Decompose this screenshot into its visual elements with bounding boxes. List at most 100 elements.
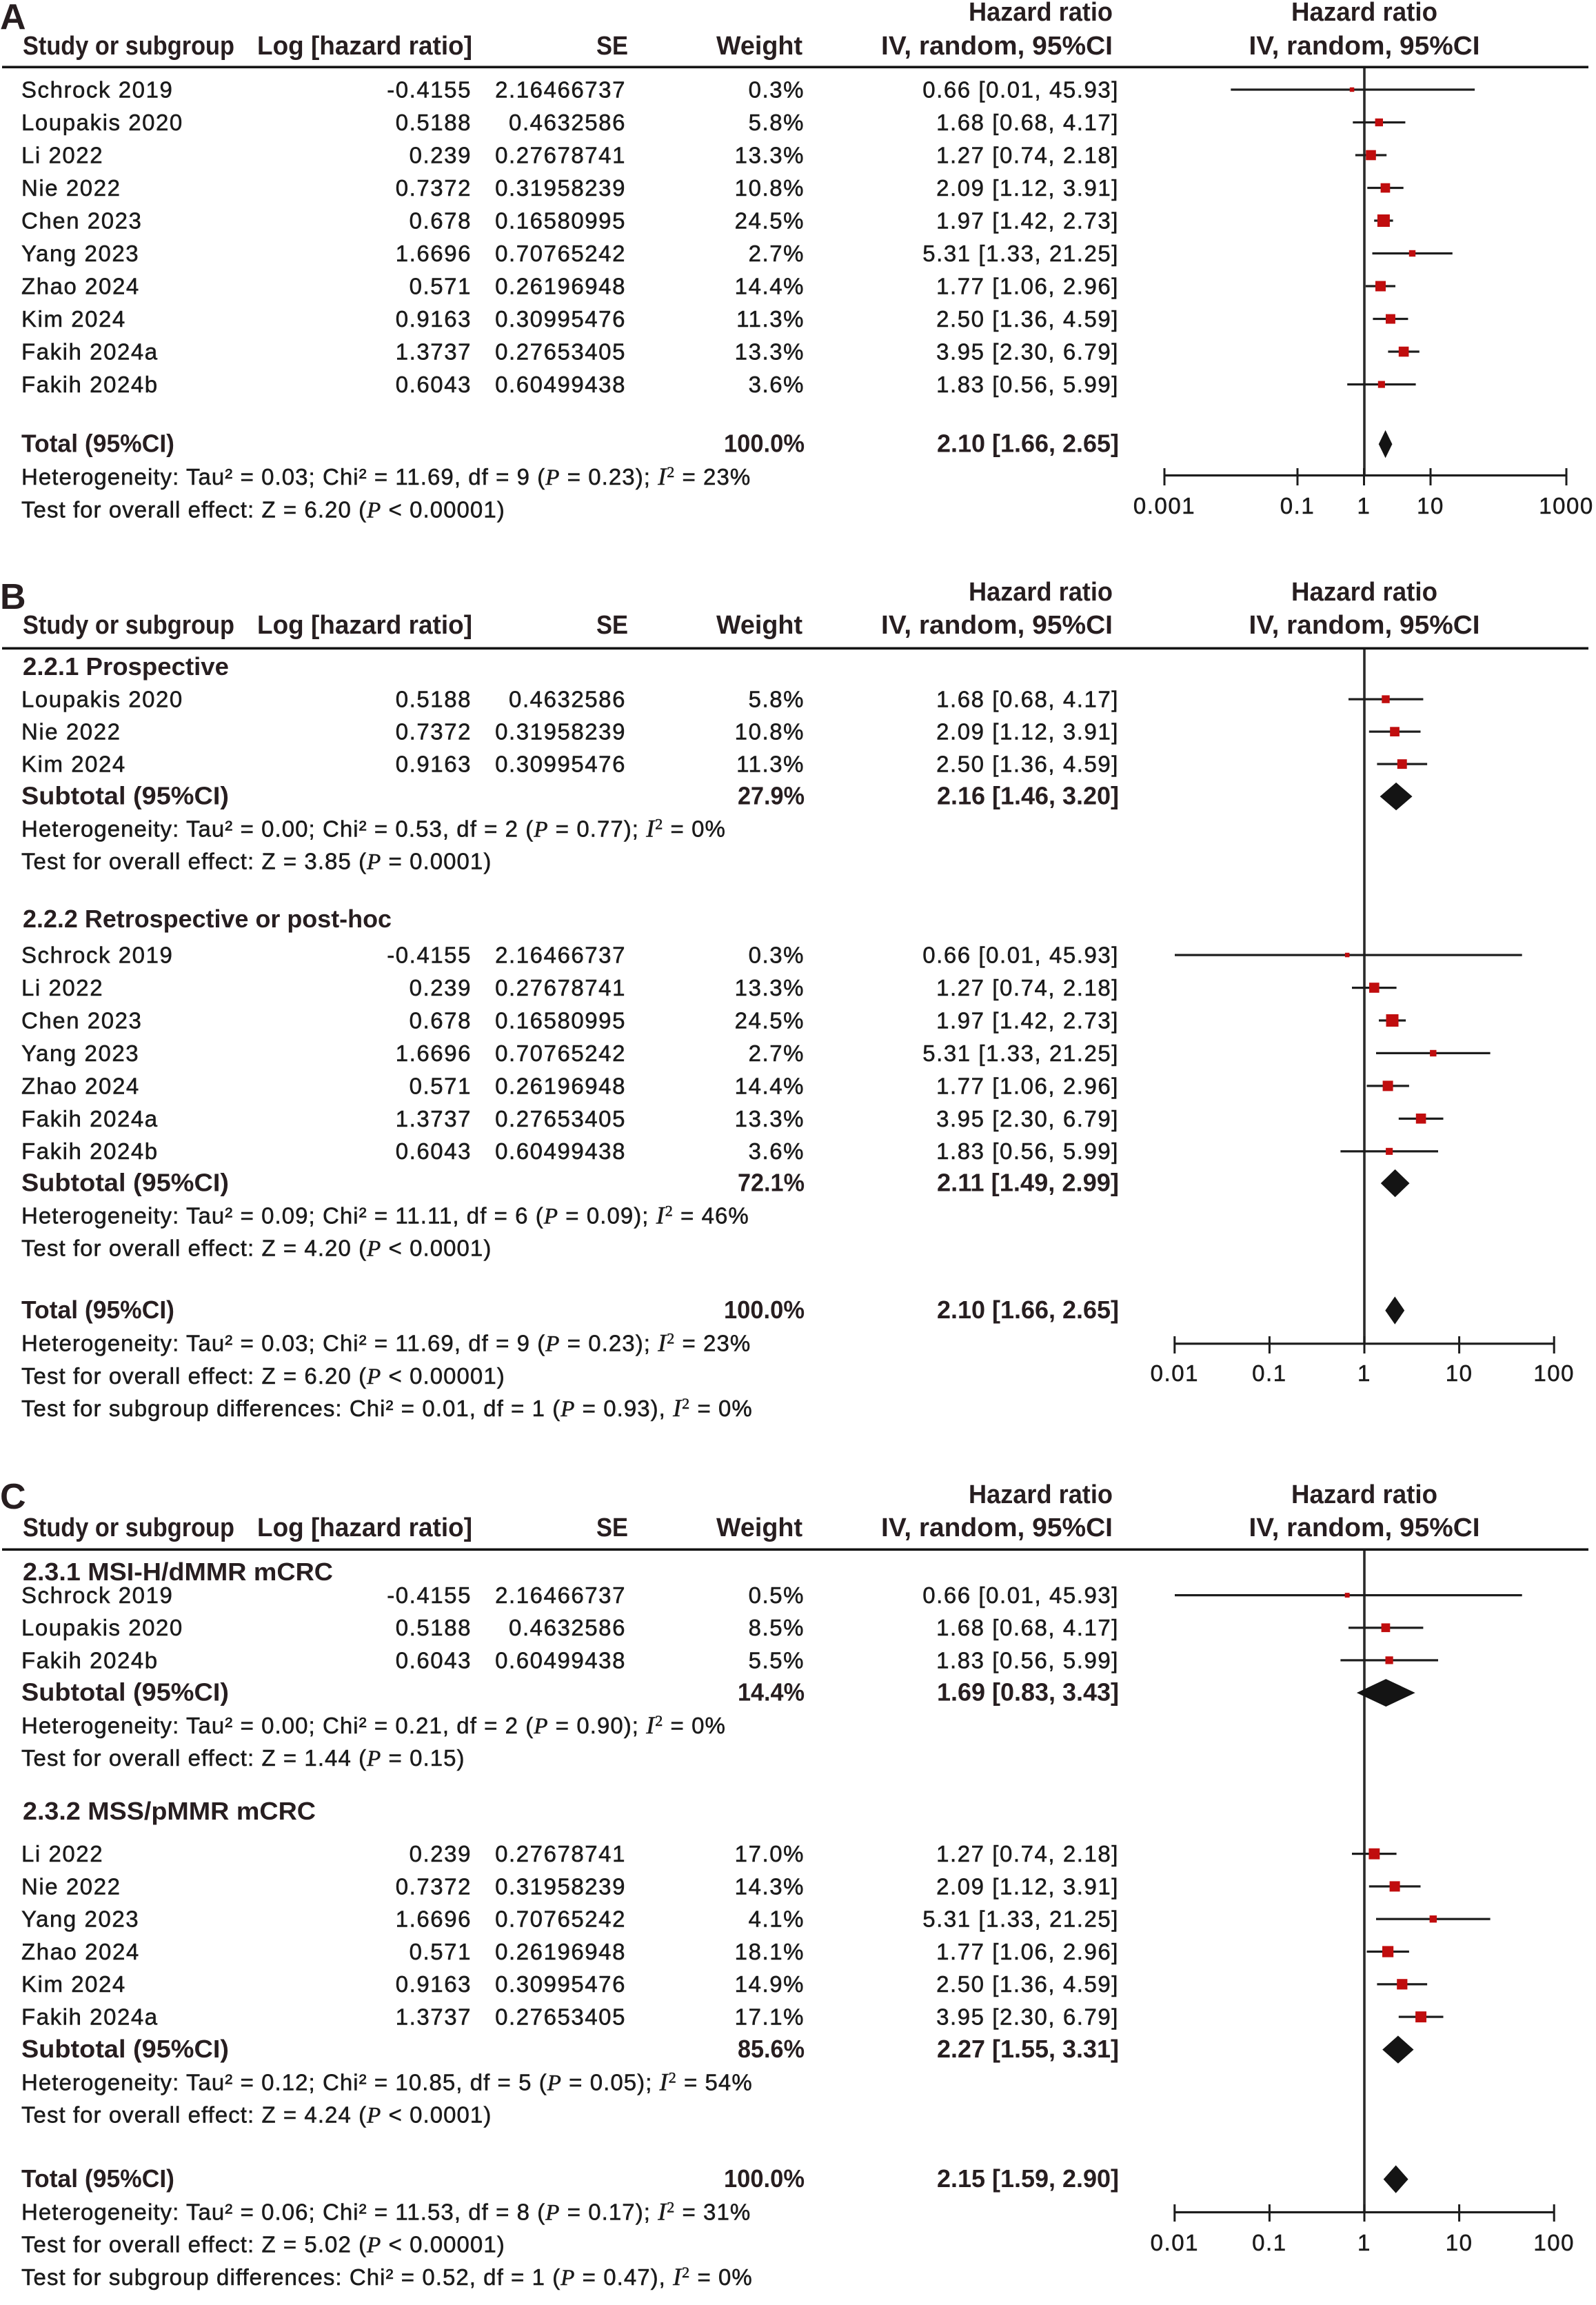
svg-text:2.7%: 2.7% — [749, 241, 805, 266]
svg-text:0.30995476: 0.30995476 — [495, 306, 626, 332]
svg-text:8.5%: 8.5% — [749, 1615, 805, 1640]
svg-text:Fakih 2024b: Fakih 2024b — [21, 1138, 159, 1164]
svg-text:2.16466737: 2.16466737 — [495, 1582, 626, 1608]
svg-text:72.1%: 72.1% — [738, 1169, 805, 1197]
svg-text:13.3%: 13.3% — [735, 1106, 805, 1131]
svg-text:Fakih 2024a: Fakih 2024a — [21, 339, 159, 364]
svg-text:100.0%: 100.0% — [724, 430, 805, 458]
svg-text:Test for overall effect: Z = 4: Test for overall effect: Z = 4.24 (P < 0… — [21, 2102, 492, 2128]
svg-text:0.9163: 0.9163 — [396, 752, 472, 777]
svg-text:1000: 1000 — [1539, 493, 1594, 519]
svg-text:Hazard ratio: Hazard ratio — [1291, 0, 1437, 27]
svg-text:Nie 2022: Nie 2022 — [21, 719, 121, 745]
svg-text:Test for overall effect: Z = 5: Test for overall effect: Z = 5.02 (P < 0… — [21, 2232, 505, 2258]
svg-text:2.50 [1.36, 4.59]: 2.50 [1.36, 4.59] — [936, 752, 1119, 777]
svg-text:2.27 [1.55, 3.31]: 2.27 [1.55, 3.31] — [937, 2035, 1119, 2063]
svg-text:0.27678741: 0.27678741 — [495, 975, 626, 1000]
svg-text:11.3%: 11.3% — [736, 306, 805, 332]
svg-text:1.77 [1.06, 2.96]: 1.77 [1.06, 2.96] — [936, 1939, 1119, 1964]
svg-text:0.30995476: 0.30995476 — [495, 1971, 626, 1997]
svg-text:Subtotal (95%CI): Subtotal (95%CI) — [21, 1678, 229, 1707]
svg-text:Li 2022: Li 2022 — [21, 1841, 103, 1866]
svg-text:0.27653405: 0.27653405 — [495, 2004, 626, 2030]
svg-text:0.6043: 0.6043 — [396, 372, 472, 397]
svg-text:0.26196948: 0.26196948 — [495, 1939, 626, 1964]
svg-text:C: C — [0, 1477, 26, 1517]
svg-text:Loupakis 2020: Loupakis 2020 — [21, 687, 183, 712]
svg-text:3.6%: 3.6% — [749, 1138, 805, 1164]
svg-text:0.6043: 0.6043 — [396, 1647, 472, 1673]
svg-text:0.4632586: 0.4632586 — [509, 687, 626, 712]
svg-text:SE: SE — [596, 32, 628, 61]
svg-text:B: B — [0, 577, 26, 617]
svg-text:2.10 [1.66, 2.65]: 2.10 [1.66, 2.65] — [937, 430, 1119, 458]
svg-text:0.5188: 0.5188 — [396, 1615, 472, 1640]
svg-text:Hazard ratio: Hazard ratio — [969, 578, 1113, 607]
svg-text:5.31 [1.33, 21.25]: 5.31 [1.33, 21.25] — [922, 241, 1119, 266]
svg-text:1: 1 — [1357, 2230, 1371, 2255]
svg-text:1.77 [1.06, 2.96]: 1.77 [1.06, 2.96] — [936, 1073, 1119, 1098]
svg-text:2.2.2 Retrospective or post-ho: 2.2.2 Retrospective or post-hoc — [23, 905, 392, 933]
svg-text:1.77 [1.06, 2.96]: 1.77 [1.06, 2.96] — [936, 273, 1119, 299]
svg-text:85.6%: 85.6% — [738, 2035, 805, 2063]
svg-text:Schrock 2019: Schrock 2019 — [21, 77, 173, 102]
svg-text:1.27 [0.74, 2.18]: 1.27 [0.74, 2.18] — [936, 1841, 1119, 1866]
svg-text:5.8%: 5.8% — [749, 110, 805, 135]
svg-text:1.6696: 1.6696 — [396, 1906, 472, 1932]
svg-text:0.27653405: 0.27653405 — [495, 1106, 626, 1131]
svg-text:100.0%: 100.0% — [724, 2164, 805, 2193]
svg-text:0.9163: 0.9163 — [396, 306, 472, 332]
svg-text:Kim 2024: Kim 2024 — [21, 752, 126, 777]
svg-text:27.9%: 27.9% — [738, 782, 805, 810]
svg-text:0.16580995: 0.16580995 — [495, 208, 626, 233]
svg-text:0.66 [0.01, 45.93]: 0.66 [0.01, 45.93] — [922, 1582, 1119, 1608]
svg-text:2.3.1 MSI-H/dMMR mCRC: 2.3.1 MSI-H/dMMR mCRC — [23, 1558, 333, 1586]
svg-text:Test for overall effect: Z = 6: Test for overall effect: Z = 6.20 (P < 0… — [21, 1363, 505, 1389]
svg-text:0.31958239: 0.31958239 — [495, 175, 626, 201]
svg-text:Zhao 2024: Zhao 2024 — [21, 273, 140, 299]
svg-text:-0.4155: -0.4155 — [387, 1582, 472, 1608]
svg-text:2.10 [1.66, 2.65]: 2.10 [1.66, 2.65] — [937, 1296, 1119, 1324]
svg-text:0.26196948: 0.26196948 — [495, 273, 626, 299]
svg-text:1.3737: 1.3737 — [396, 339, 472, 364]
svg-text:0.5188: 0.5188 — [396, 687, 472, 712]
svg-text:0.6043: 0.6043 — [396, 1138, 472, 1164]
svg-text:0.5%: 0.5% — [749, 1582, 805, 1608]
svg-text:Study or subgroup: Study or subgroup — [23, 1513, 234, 1542]
svg-text:Nie 2022: Nie 2022 — [21, 1873, 121, 1899]
svg-text:5.5%: 5.5% — [749, 1647, 805, 1673]
svg-text:Li 2022: Li 2022 — [21, 975, 103, 1000]
svg-text:3.95 [2.30, 6.79]: 3.95 [2.30, 6.79] — [936, 339, 1119, 364]
svg-text:0.01: 0.01 — [1151, 2230, 1199, 2255]
svg-text:1.68 [0.68, 4.17]: 1.68 [0.68, 4.17] — [936, 1615, 1119, 1640]
svg-text:Weight: Weight — [716, 611, 802, 640]
svg-text:100.0%: 100.0% — [724, 1296, 805, 1324]
svg-text:1.97 [1.42, 2.73]: 1.97 [1.42, 2.73] — [936, 208, 1119, 233]
svg-text:0.678: 0.678 — [410, 208, 472, 233]
svg-text:1.27 [0.74, 2.18]: 1.27 [0.74, 2.18] — [936, 975, 1119, 1000]
svg-text:Schrock 2019: Schrock 2019 — [21, 1582, 173, 1608]
svg-text:0.26196948: 0.26196948 — [495, 1073, 626, 1098]
svg-text:IV, random, 95%CI: IV, random, 95%CI — [881, 1513, 1113, 1542]
svg-text:Fakih 2024b: Fakih 2024b — [21, 372, 159, 397]
svg-text:2.09 [1.12, 3.91]: 2.09 [1.12, 3.91] — [936, 175, 1119, 201]
svg-text:Hazard ratio: Hazard ratio — [1291, 1480, 1437, 1509]
svg-text:2.7%: 2.7% — [749, 1040, 805, 1066]
svg-text:0.60499438: 0.60499438 — [495, 372, 626, 397]
svg-text:-0.4155: -0.4155 — [387, 943, 472, 968]
svg-text:1: 1 — [1357, 1360, 1371, 1386]
svg-text:0.70765242: 0.70765242 — [495, 1040, 626, 1066]
svg-text:24.5%: 24.5% — [735, 208, 805, 233]
svg-text:0.27678741: 0.27678741 — [495, 142, 626, 168]
svg-text:0.9163: 0.9163 — [396, 1971, 472, 1997]
svg-text:2.3.2 MSS/pMMR mCRC: 2.3.2 MSS/pMMR mCRC — [23, 1797, 316, 1825]
svg-text:0.3%: 0.3% — [749, 943, 805, 968]
svg-text:2.16 [1.46, 3.20]: 2.16 [1.46, 3.20] — [937, 782, 1119, 810]
svg-text:Heterogeneity: Tau² = 0.06; Ch: Heterogeneity: Tau² = 0.06; Chi² = 11.53… — [21, 2197, 751, 2225]
svg-text:0.31958239: 0.31958239 — [495, 719, 626, 745]
svg-text:13.3%: 13.3% — [735, 975, 805, 1000]
svg-text:3.95 [2.30, 6.79]: 3.95 [2.30, 6.79] — [936, 2004, 1119, 2030]
svg-text:Fakih 2024b: Fakih 2024b — [21, 1647, 159, 1673]
svg-text:0.571: 0.571 — [410, 1939, 472, 1964]
svg-text:-0.4155: -0.4155 — [387, 77, 472, 102]
